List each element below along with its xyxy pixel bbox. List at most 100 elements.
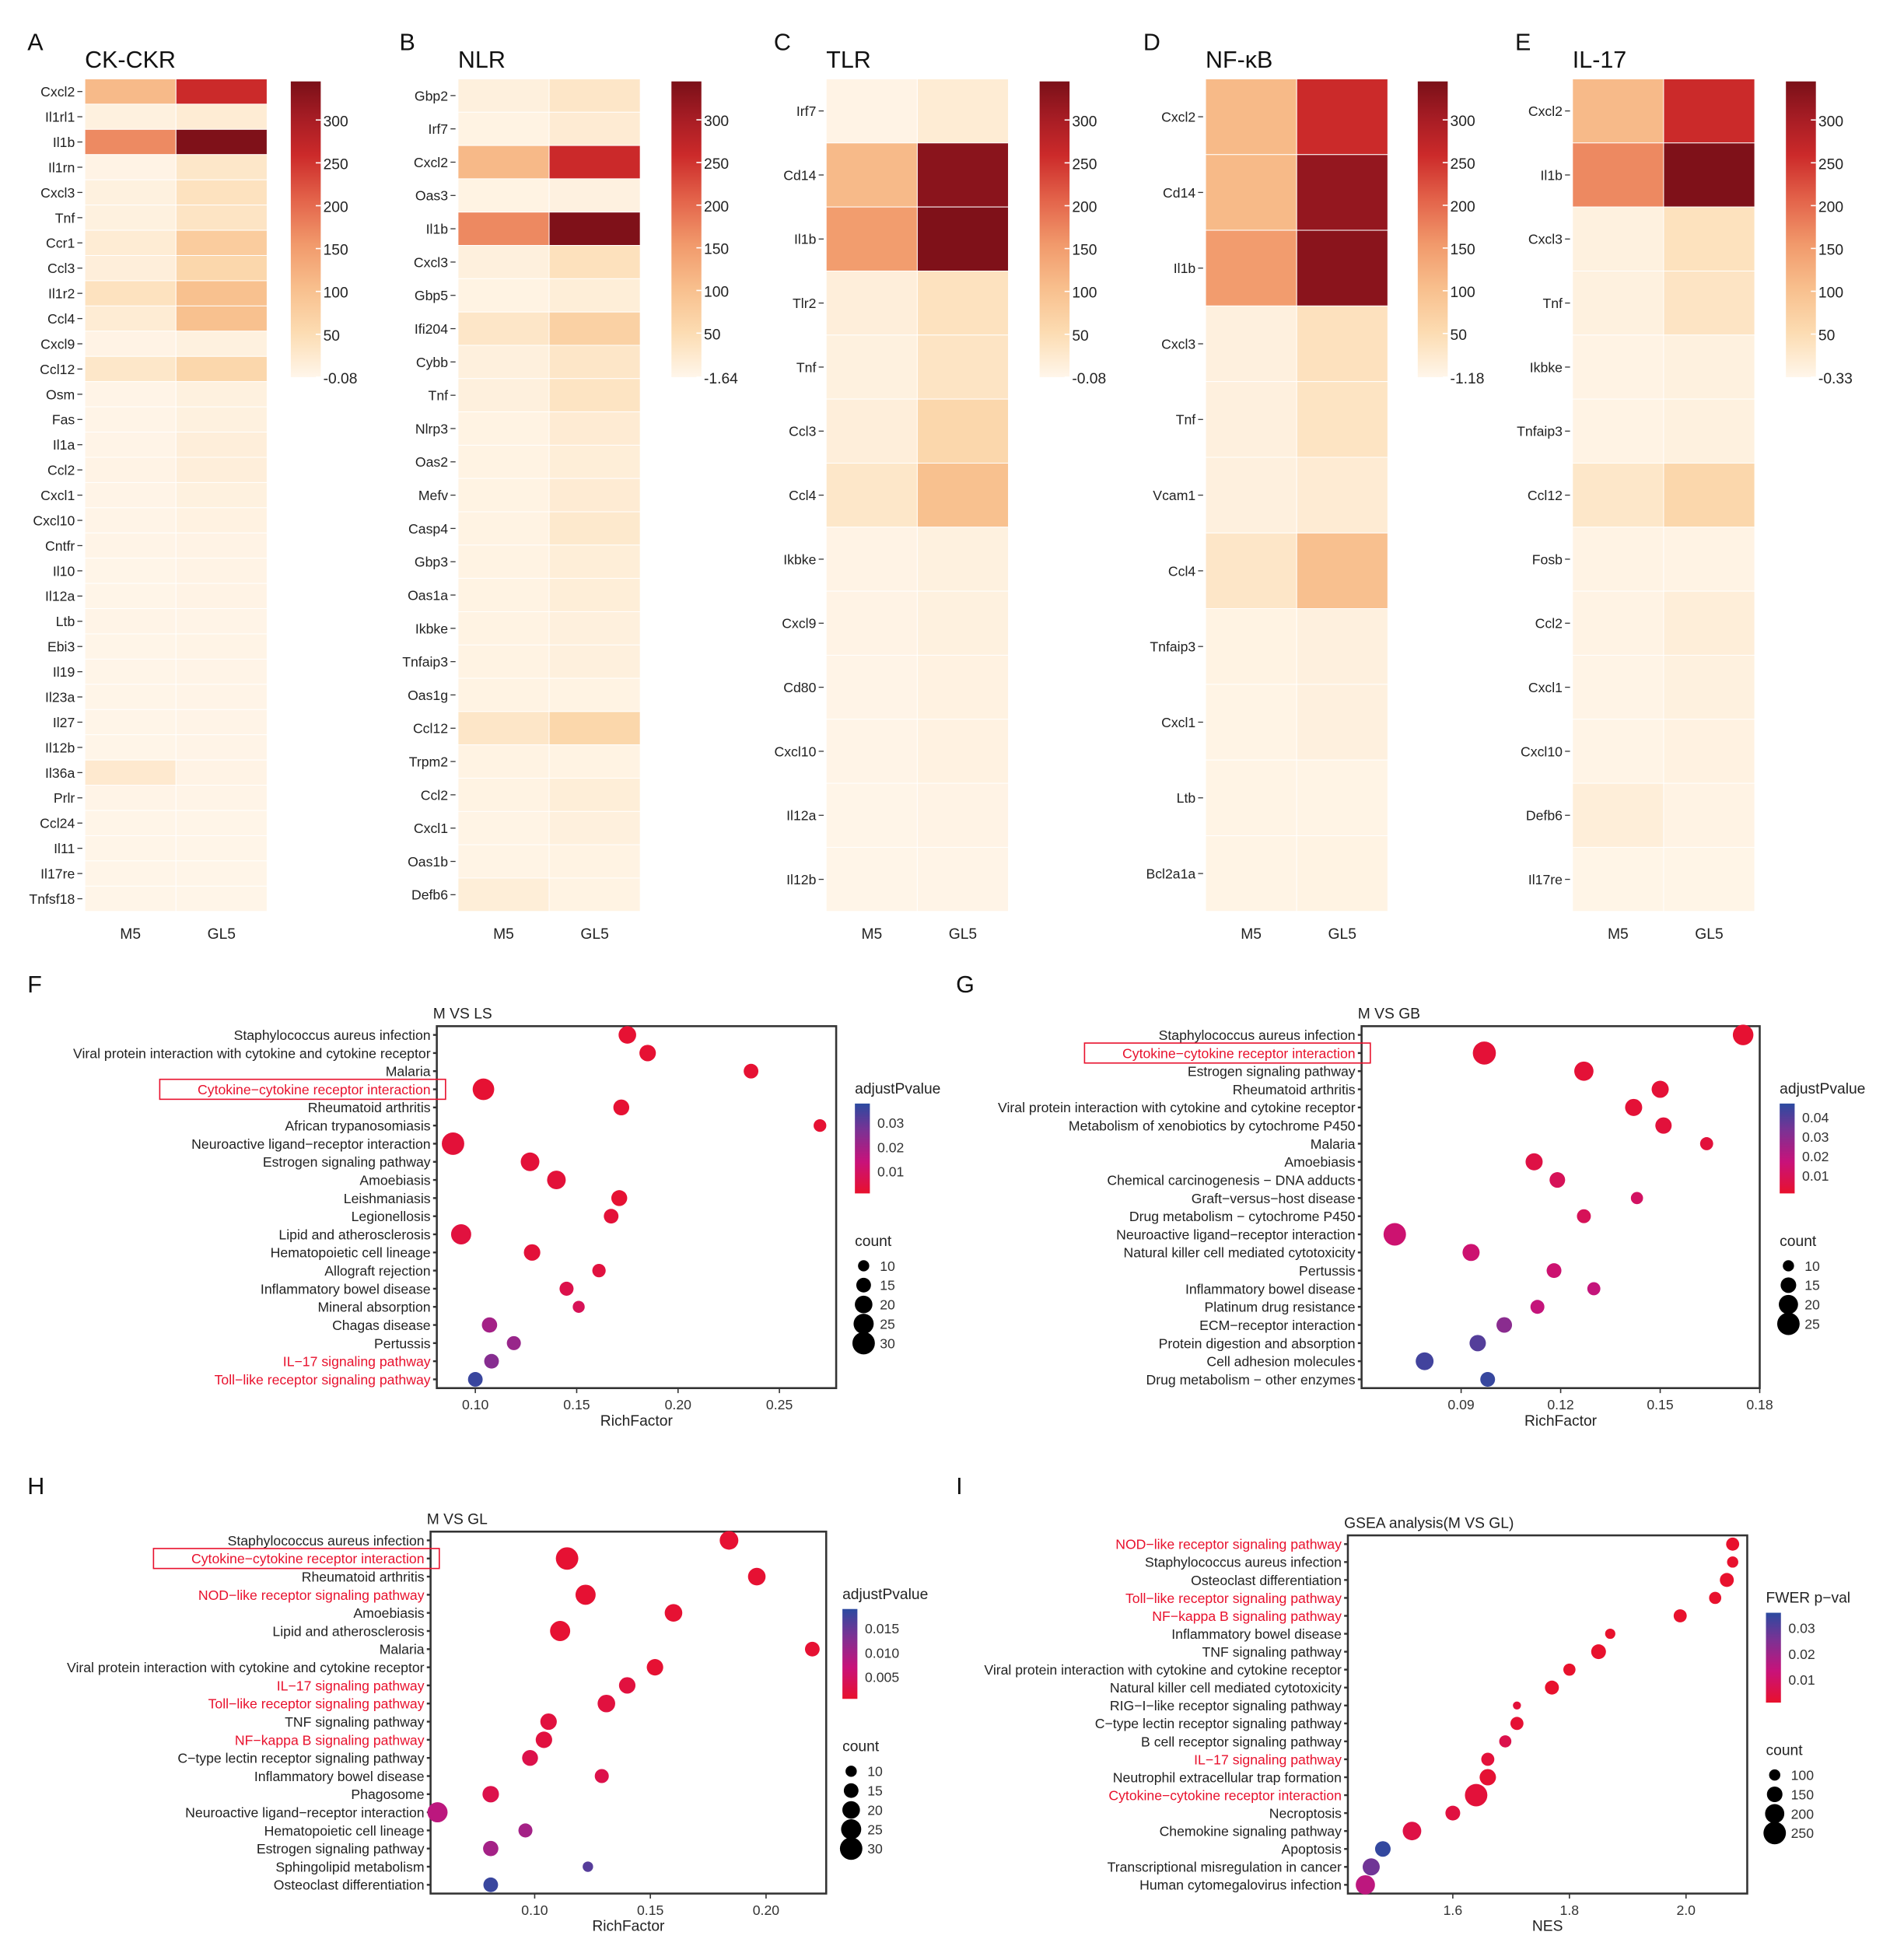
heatmap-cell <box>175 835 268 862</box>
colorbar-label: 50 <box>1072 328 1088 345</box>
heatmap-cell <box>1572 270 1664 336</box>
size-legend-dot <box>839 1837 863 1860</box>
gene-label: Il36a <box>45 765 75 781</box>
panel-letter: D <box>1143 30 1160 56</box>
term-label: Chagas disease <box>332 1318 431 1333</box>
heatmap-cell <box>548 677 641 712</box>
panel-letter: I <box>956 1473 962 1500</box>
gene-label: Il1r2 <box>48 286 75 302</box>
data-point <box>1699 1137 1713 1150</box>
heatmap-cell <box>548 345 641 380</box>
gene-label: Il1rn <box>48 159 75 175</box>
x-tick-label: 0.12 <box>1547 1397 1573 1412</box>
heatmap-cell <box>175 128 268 156</box>
heatmap-cell <box>84 810 177 836</box>
gene-label: Cxcl1 <box>1161 715 1195 730</box>
heatmap-cell <box>84 331 177 357</box>
heatmap-cell <box>1663 654 1755 720</box>
heatmap-cell <box>175 608 268 635</box>
gene-label: Irf7 <box>429 121 449 137</box>
data-point <box>575 1584 596 1605</box>
term-label: ECM−receptor interaction <box>1199 1318 1356 1333</box>
heatmap-cell <box>825 782 918 848</box>
panel-letter: B <box>399 30 415 56</box>
colorbar-label: 250 <box>1818 156 1843 173</box>
heatmap-cell <box>548 278 641 313</box>
heatmap-cell <box>548 744 641 779</box>
heatmap-cell <box>1296 305 1388 383</box>
gene-label: Ccl3 <box>789 424 816 439</box>
data-point <box>1374 1841 1391 1857</box>
heatmap-cell <box>916 654 1010 720</box>
term-label: Phagosome <box>351 1787 424 1802</box>
heatmap-cell <box>457 378 550 413</box>
term-label: Toll−like receptor signaling pathway <box>208 1696 425 1712</box>
term-label: Neuroactive ligand−receptor interaction <box>185 1805 424 1821</box>
x-tick-label: 0.10 <box>521 1902 548 1918</box>
gene-label: Tnf <box>55 210 75 226</box>
gene-label: Osm <box>46 387 75 402</box>
gene-label: Cntfr <box>45 538 75 554</box>
heatmap-cell <box>175 406 268 433</box>
data-point <box>1545 1680 1559 1695</box>
heatmap-cell <box>548 877 641 912</box>
panel-title: NLR <box>458 47 506 73</box>
heatmap-cell <box>1205 305 1297 383</box>
heatmap-cell <box>1572 398 1664 464</box>
gene-label: Il17re <box>40 866 75 882</box>
term-label: Natural killer cell mediated cytotoxicit… <box>1124 1245 1356 1261</box>
heatmap-cell <box>1663 334 1755 400</box>
heatmap-cell <box>1663 782 1755 848</box>
term-label: Allograft rejection <box>324 1263 430 1279</box>
term-label: Inflammatory bowel disease <box>261 1281 431 1297</box>
column-label: GL5 <box>1695 926 1723 943</box>
heatmap-cell <box>1663 590 1755 656</box>
heatmap-cell <box>84 355 177 383</box>
gene-label: Il10 <box>53 563 75 579</box>
size-legend-dot <box>858 1260 870 1272</box>
x-tick-label: 0.10 <box>462 1397 489 1412</box>
gene-label: Cxcl1 <box>40 488 75 503</box>
column-label: M5 <box>120 926 141 943</box>
data-point <box>1651 1080 1669 1098</box>
heatmap-cell <box>548 245 641 279</box>
color-legend-label: 0.03 <box>1802 1129 1829 1145</box>
size-legend-dot <box>852 1332 875 1355</box>
size-legend-title: count <box>855 1234 892 1250</box>
gene-label: Ccl24 <box>40 816 75 831</box>
size-legend-label: 30 <box>880 1335 895 1351</box>
x-tick-label: 0.15 <box>637 1902 664 1918</box>
gene-label: Cd80 <box>783 680 816 695</box>
size-legend-label: 15 <box>867 1783 883 1799</box>
gene-label: Cd14 <box>783 167 816 183</box>
gene-label: Il1rl1 <box>45 110 75 125</box>
data-point <box>618 1677 636 1694</box>
term-label: Platinum drug resistance <box>1204 1300 1355 1315</box>
heatmap-cell <box>84 759 177 786</box>
heatmap-cell <box>457 844 550 879</box>
heatmap-cell <box>916 527 1010 592</box>
gene-label: Gbp3 <box>415 555 448 570</box>
heatmap-cell <box>548 311 641 346</box>
heatmap-cell <box>457 212 550 247</box>
heatmap-cell <box>825 206 918 271</box>
term-label: Sphingolipid metabolism <box>275 1859 424 1874</box>
gene-label: Cxcl10 <box>774 744 816 759</box>
color-legend-bar <box>1766 1612 1781 1703</box>
gene-label: Ccl2 <box>1535 616 1563 632</box>
data-point <box>597 1694 615 1713</box>
highlight-box <box>1083 1042 1371 1064</box>
data-point <box>1732 1024 1754 1045</box>
colorbar-label: 200 <box>324 200 348 216</box>
heatmap-cell <box>1663 846 1755 912</box>
heatmap-cell <box>1572 334 1664 400</box>
term-label: Staphylococcus aureus infection <box>1159 1027 1356 1043</box>
colorbar-label: 300 <box>1072 114 1097 130</box>
term-label: Estrogen signaling pathway <box>1188 1064 1356 1080</box>
data-point <box>547 1171 566 1190</box>
column-label: GL5 <box>580 926 608 943</box>
term-label: Cell adhesion molecules <box>1206 1354 1355 1370</box>
heatmap-cell <box>84 305 177 332</box>
colorbar-label: -0.33 <box>1818 371 1853 387</box>
